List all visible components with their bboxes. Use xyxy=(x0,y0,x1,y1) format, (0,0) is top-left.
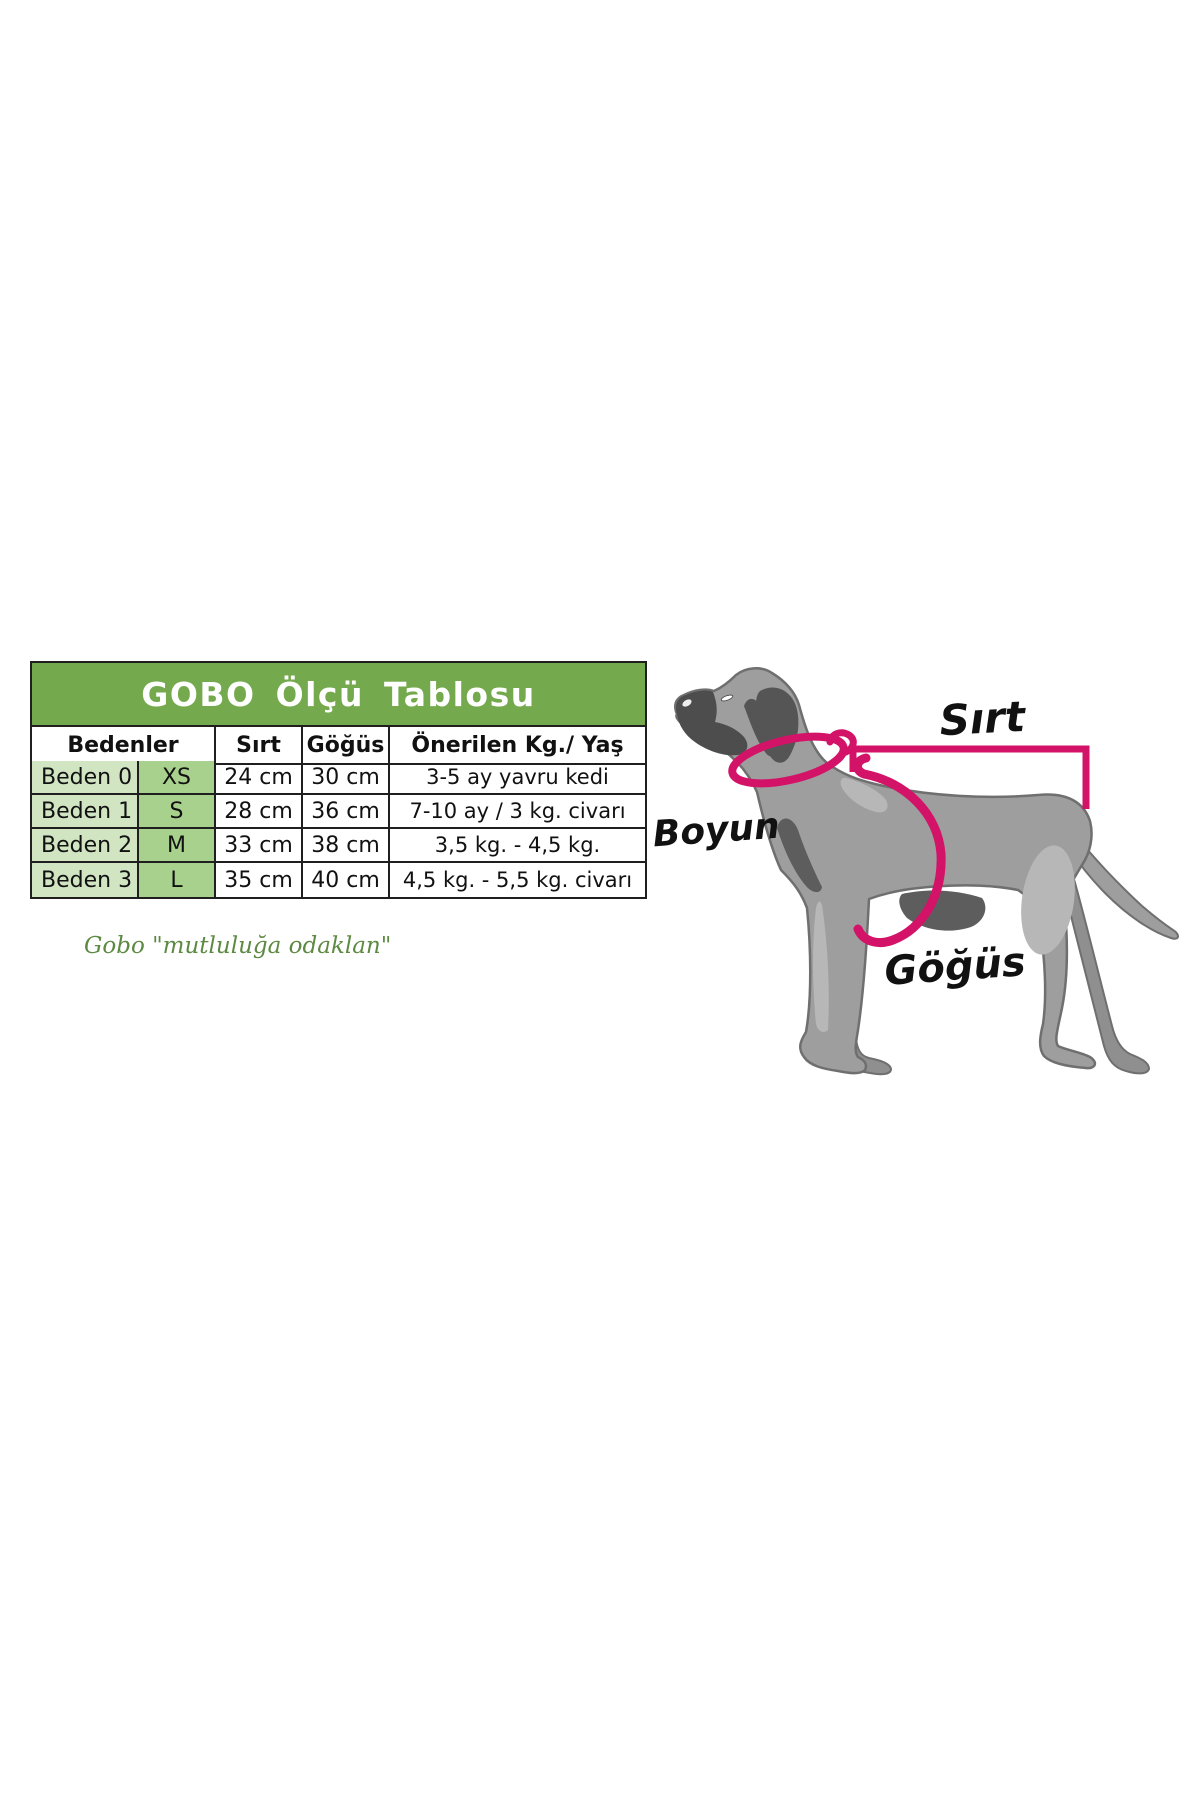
table-cell-chest: 40 cm xyxy=(303,863,390,897)
table-cell-chest: 36 cm xyxy=(303,795,390,829)
chest-harness-mark xyxy=(853,753,946,947)
table-cell-recommended: 7-10 ay / 3 kg. civarı xyxy=(390,795,645,829)
size-table-title: GOBO Ölçü Tablosu xyxy=(32,663,645,727)
col-header-sirt: Sırt xyxy=(216,727,303,765)
table-cell-size: M xyxy=(139,829,216,863)
col-header-bedenler: Bedenler xyxy=(32,727,216,765)
label-chest: Göğüs xyxy=(883,939,1027,995)
table-cell-beden: Beden 1 xyxy=(32,795,139,829)
dog-chest-shadow xyxy=(777,818,822,893)
table-cell-beden: Beden 3 xyxy=(32,863,139,897)
dog-leg-highlight xyxy=(813,901,829,1032)
table-cell-recommended: 4,5 kg. - 5,5 kg. civarı xyxy=(402,868,633,892)
col-header-gogus: Göğüs xyxy=(303,727,390,765)
table-cell-chest: 30 cm xyxy=(303,761,390,795)
table-cell-beden: Beden 0 xyxy=(32,761,139,795)
table-cell-chest: 38 cm xyxy=(303,829,390,863)
table-cell-back: 24 cm xyxy=(216,761,303,795)
table-cell-back: 33 cm xyxy=(216,829,303,863)
table-cell-size: L xyxy=(139,863,216,897)
back-length-bracket xyxy=(849,745,1090,809)
label-back: Sırt xyxy=(938,692,1028,746)
dog-body xyxy=(674,667,1097,1075)
table-cell-size: S xyxy=(139,795,216,829)
table-cell-recommended: 3-5 ay yavru kedi xyxy=(390,761,645,795)
dog-haunch-highlight xyxy=(1021,845,1075,955)
table-cell-beden: Beden 2 xyxy=(32,829,139,863)
size-table: GOBO Ölçü Tablosu Bedenler Sırt Göğüs Ön… xyxy=(30,661,647,899)
dog-far-hind-leg xyxy=(1066,869,1151,1075)
label-neck: Boyun xyxy=(651,806,780,856)
size-table-grid: Bedenler Sırt Göğüs Önerilen Kg./ Yaş Be… xyxy=(32,727,645,897)
dog-measurement-diagram: Sırt Boyun Göğüs xyxy=(651,667,1179,1076)
table-cell-size: XS xyxy=(139,761,216,795)
table-cell-back: 28 cm xyxy=(216,795,303,829)
col-header-onerilen: Önerilen Kg./ Yaş xyxy=(390,727,645,765)
dog-eye xyxy=(720,694,734,702)
table-cell-recommended: 3,5 kg. - 4,5 kg. xyxy=(390,829,645,863)
neck-collar-mark xyxy=(728,732,848,788)
dog-nose-highlight xyxy=(682,699,692,707)
table-cell-back: 35 cm xyxy=(216,863,303,897)
dog-muzzle-patch xyxy=(676,690,748,756)
brand-tagline: Gobo "mutluluğa odaklan" xyxy=(84,933,392,959)
dog-neck-highlight xyxy=(840,777,888,813)
